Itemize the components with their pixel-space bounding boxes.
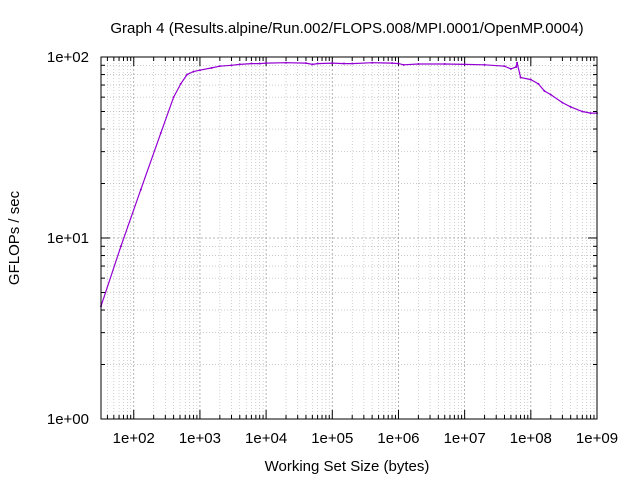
x-tick-label: 1e+08: [510, 430, 552, 447]
data-point: [304, 62, 307, 65]
data-point: [331, 62, 334, 65]
x-tick-label: 1e+09: [576, 430, 618, 447]
x-tick-label: 1e+05: [311, 430, 353, 447]
x-tick-labels: 1e+02 1e+03 1e+04 1e+05 1e+06 1e+07 1e+08 1e+09: [113, 430, 618, 447]
series-line: [100, 62, 597, 307]
data-point: [397, 62, 400, 65]
data-point: [342, 62, 345, 65]
data-point: [417, 62, 420, 65]
data-point: [351, 62, 354, 65]
data-point: [258, 62, 261, 65]
data-point: [561, 101, 564, 104]
data-point: [265, 62, 268, 65]
data-point: [503, 65, 506, 68]
y-tick-label: 1e+02: [47, 49, 89, 66]
data-point: [589, 112, 592, 115]
data-point: [192, 70, 195, 73]
data-point: [443, 62, 446, 65]
data-point: [509, 67, 512, 70]
data-point: [230, 64, 233, 67]
data-point: [569, 105, 572, 108]
axis-ticks: [101, 56, 598, 420]
data-point: [139, 188, 142, 191]
data-point: [391, 62, 394, 65]
data-point: [179, 82, 182, 85]
y-axis-label: GFLOPs / sec: [6, 190, 23, 285]
data-point: [119, 245, 122, 248]
x-tick-label: 1e+07: [444, 430, 486, 447]
data-point: [218, 65, 221, 68]
data-point: [210, 66, 213, 69]
x-axis-label: Working Set Size (bytes): [265, 458, 430, 475]
series-layer: [100, 61, 598, 308]
y-tick-label: 1e+00: [47, 411, 89, 428]
data-point: [463, 63, 466, 66]
data-point: [198, 69, 201, 72]
data-point: [515, 66, 518, 69]
data-point: [172, 96, 175, 99]
data-point: [543, 89, 546, 92]
data-point: [537, 82, 540, 85]
data-point: [529, 78, 532, 81]
grid: [101, 56, 598, 420]
plot-frame: [100, 56, 598, 420]
data-point: [316, 62, 319, 65]
data-point: [519, 76, 522, 79]
chart-title: Graph 4 (Results.alpine/Run.002/FLOPS.00…: [110, 20, 583, 37]
data-point: [402, 63, 405, 66]
y-tick-labels: 1e+00 1e+01 1e+02: [47, 49, 89, 428]
x-tick-label: 1e+02: [113, 430, 155, 447]
data-point: [581, 110, 584, 113]
data-point: [371, 61, 374, 64]
data-point: [250, 62, 253, 65]
x-tick-label: 1e+03: [179, 430, 221, 447]
y-tick-label: 1e+01: [47, 230, 89, 247]
data-point: [311, 63, 314, 66]
data-point: [483, 63, 486, 66]
x-tick-label: 1e+06: [377, 430, 419, 447]
x-tick-label: 1e+04: [245, 430, 287, 447]
data-point: [186, 73, 189, 76]
data-point: [159, 132, 162, 135]
data-point: [516, 61, 519, 64]
data-point: [285, 61, 288, 64]
data-point: [238, 63, 241, 66]
data-point: [549, 93, 552, 96]
